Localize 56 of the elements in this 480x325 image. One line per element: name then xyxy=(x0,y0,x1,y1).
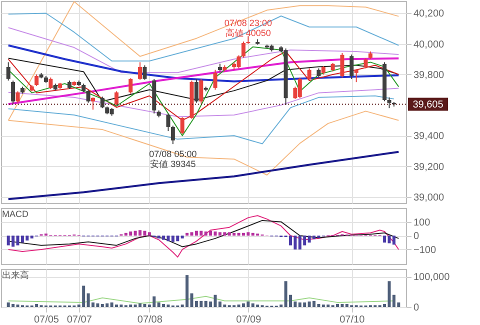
candlestick xyxy=(170,125,175,145)
candlestick xyxy=(316,68,321,78)
line-series xyxy=(8,220,400,248)
candlestick xyxy=(180,116,184,135)
y-tick-label: 39,200 xyxy=(414,162,445,173)
candlestick xyxy=(86,89,90,104)
line-series xyxy=(8,12,400,62)
x-tick-label: 07/10 xyxy=(340,314,366,325)
y-tick-label: 39,400 xyxy=(414,131,445,142)
y-tick-label: 39,800 xyxy=(414,70,445,81)
candlestick xyxy=(241,41,246,58)
candlestick xyxy=(354,68,358,83)
line-series xyxy=(7,44,400,82)
y-tick-label: 100 xyxy=(414,217,431,228)
candlestick xyxy=(142,64,147,80)
candlestick xyxy=(213,69,218,90)
candlestick xyxy=(114,90,119,106)
y-tick-label: 40,000 xyxy=(414,39,445,50)
x-tick-label: 07/09 xyxy=(236,314,262,325)
candlestick xyxy=(199,78,204,104)
x-tick-label: 07/08 xyxy=(137,314,163,325)
candlestick xyxy=(387,96,392,109)
candlestick xyxy=(350,54,354,80)
candlestick xyxy=(6,62,10,82)
chart-title: 出来高 xyxy=(2,270,29,280)
line-series xyxy=(7,150,400,200)
candlestick xyxy=(90,96,95,110)
line-series xyxy=(8,296,394,304)
candlestick xyxy=(16,90,20,104)
candlestick xyxy=(128,78,133,94)
y-tick-label: 39,000 xyxy=(414,192,445,204)
candlestick xyxy=(11,80,16,104)
y-tick-label: 100,000 xyxy=(414,272,450,284)
x-tick-label: 07/05 xyxy=(34,314,60,325)
candlestick xyxy=(34,74,39,86)
line-series xyxy=(8,46,400,136)
line-series xyxy=(8,51,400,121)
candlestick xyxy=(194,78,198,104)
candlestick xyxy=(246,36,250,44)
candlestick xyxy=(307,68,312,80)
ref-line-label: 39,605 xyxy=(412,99,444,110)
line-series xyxy=(8,27,400,74)
y-tick-label: −100 xyxy=(414,244,436,256)
candlestick xyxy=(364,58,368,69)
candlestick xyxy=(166,112,170,132)
y-tick-label: 40,200 xyxy=(414,8,445,20)
chart-title: MACD xyxy=(2,209,29,219)
candlestick xyxy=(48,77,53,90)
candlestick xyxy=(138,62,142,80)
line-series xyxy=(8,95,394,144)
candlestick xyxy=(340,52,344,78)
line-series xyxy=(8,88,400,118)
y-tick-label: 0 xyxy=(414,302,420,314)
y-tick-label: 0 xyxy=(414,231,420,242)
candlestick xyxy=(100,96,104,109)
x-tick-label: 07/07 xyxy=(66,314,92,325)
